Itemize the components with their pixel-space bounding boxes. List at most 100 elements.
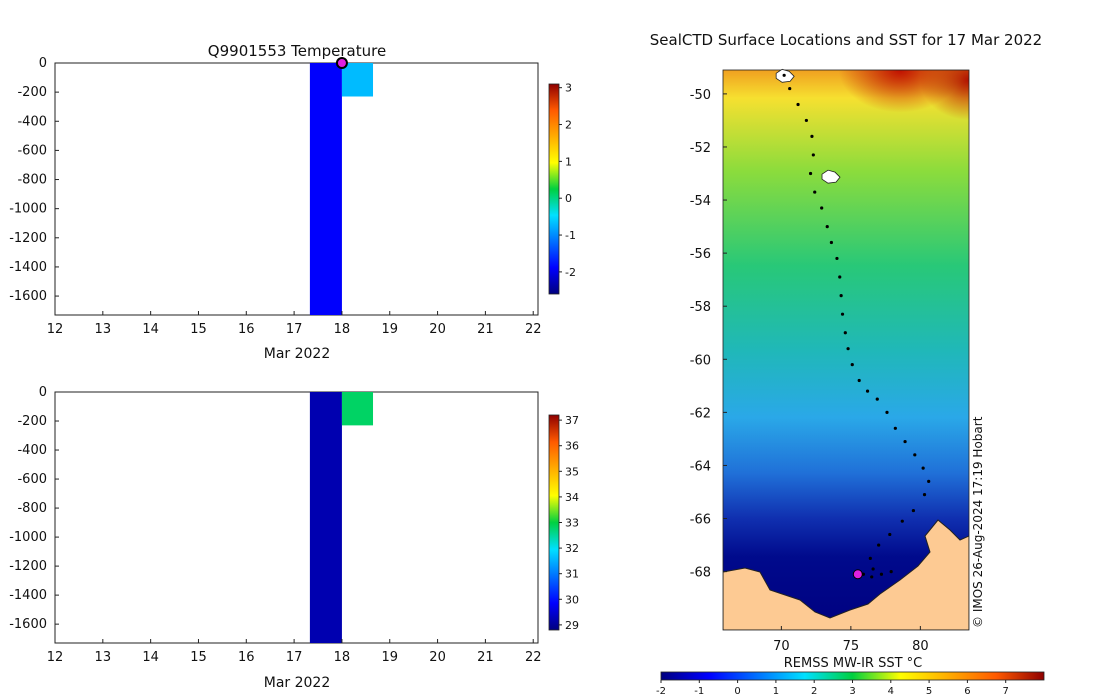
track-point: [820, 206, 824, 210]
track-point: [893, 426, 897, 430]
y-tick-label: -200: [17, 85, 47, 100]
profile-cell: [309, 63, 342, 315]
colorbar-tick-label: 2: [565, 119, 572, 132]
colorbar: [548, 414, 560, 631]
lat-tick-label: -64: [690, 459, 711, 474]
map-title: SealCTD Surface Locations and SST for 17…: [650, 31, 1042, 49]
x-tick-label: 12: [47, 650, 64, 665]
colorbar-tick-label: 1: [565, 155, 572, 168]
track-point: [903, 439, 907, 444]
island: [821, 169, 841, 184]
colorbar-tick-label: 31: [565, 568, 579, 581]
track-point: [810, 134, 814, 138]
colorbar-tick-label: 4: [888, 686, 894, 697]
y-tick-label: -600: [17, 472, 47, 487]
sst-map-panel: SealCTD Surface Locations and SST for 17…: [650, 31, 1045, 697]
lon-tick-label: 75: [843, 639, 860, 654]
marker-layer: [335, 57, 348, 69]
y-tick-label: -1400: [9, 588, 47, 603]
x-tick-label: 21: [477, 322, 494, 337]
x-tick-label: 17: [286, 650, 303, 665]
track-point: [879, 572, 884, 576]
temperature-panel: 0-200-400-600-800-1000-1200-1400-1600 12…: [9, 42, 576, 362]
track-point: [829, 240, 834, 245]
x-tick-label: 19: [381, 322, 398, 337]
colorbar-tick-label: 3: [565, 82, 572, 95]
track-point: [888, 532, 892, 537]
lat-tick-label: -50: [690, 88, 711, 103]
y-tick-label: 0: [39, 56, 47, 71]
track-point: [865, 389, 870, 393]
colorbar-tick-label: -2: [565, 266, 576, 279]
marker-layer: [852, 569, 863, 580]
y-tick-label: -800: [17, 501, 47, 516]
plot-area: [54, 391, 539, 644]
lat-tick-label: -62: [690, 406, 711, 421]
colorbar-tick-label: 30: [565, 593, 579, 606]
track-point: [839, 293, 843, 298]
track-point: [911, 508, 916, 513]
x-ticks: 12 13 14 15 16 17 18 19 20 21 22: [47, 311, 542, 337]
track-point: [857, 378, 861, 383]
x-tick-label: 18: [334, 650, 351, 665]
colorbar: [660, 671, 1045, 681]
track-point: [850, 362, 854, 367]
track-point: [838, 275, 842, 279]
track-point: [871, 567, 875, 571]
y-tick-label: -1600: [9, 289, 47, 304]
x-axis-label: Mar 2022: [264, 346, 331, 362]
lat-tick-label: -58: [690, 300, 711, 315]
colorbar-tick-label: 32: [565, 542, 579, 555]
y-tick-label: -600: [17, 143, 47, 158]
lon-tick-label: 70: [773, 639, 790, 654]
lat-ticks: -50 -52 -54 -56 -58 -60 -62 -64 -66 -68: [690, 88, 727, 581]
colorbar-tick-label: 36: [565, 440, 579, 453]
lat-tick-label: -66: [690, 513, 711, 528]
colorbar-tick-label: 34: [565, 491, 579, 504]
track-point: [877, 543, 881, 547]
track-point: [846, 347, 850, 351]
x-tick-label: 20: [429, 322, 446, 337]
track-point: [868, 556, 872, 560]
track-point: [922, 493, 927, 497]
colorbar-tick-label: 7: [1003, 686, 1009, 697]
y-tick-label: -1000: [9, 202, 47, 217]
x-tick-label: 14: [142, 650, 159, 665]
salinity-panel: 0 -200 -400 -600 -800 -1000 -1200 -1400 -1600 12…: [9, 385, 579, 691]
profile-cell: [341, 63, 374, 97]
lon-ticks: 70 75 80: [773, 626, 929, 654]
y-tick-label: -1200: [9, 231, 47, 246]
x-tick-label: 15: [190, 650, 207, 665]
colorbar-ticks: 3 2 1 0 -1 -2: [559, 82, 576, 279]
colorbar-tick-label: -2: [656, 686, 666, 697]
track-point: [835, 256, 839, 261]
plot-area: [54, 62, 539, 316]
colorbar-tick-label: 2: [811, 686, 817, 697]
cells-layer: [309, 392, 374, 643]
lat-tick-label: -52: [690, 141, 711, 156]
colorbar-tick-label: 37: [565, 414, 579, 427]
colorbar-ticks: -2 -1 0 1 2 3 4 5 6 7: [656, 680, 1009, 697]
lat-tick-label: -60: [690, 353, 711, 368]
x-tick-label: 12: [47, 322, 64, 337]
warm-anomaly-east: [723, 70, 969, 270]
colorbar-tick-label: 0: [565, 192, 572, 205]
x-tick-label: 19: [381, 650, 398, 665]
location-marker: [852, 569, 863, 580]
profile-cell: [309, 392, 342, 643]
x-tick-label: 16: [238, 650, 255, 665]
x-tick-label: 13: [95, 322, 112, 337]
x-tick-label: 22: [525, 322, 542, 337]
colorbar: [548, 83, 560, 295]
x-tick-label: 22: [525, 650, 542, 665]
colorbar-tick-label: 1: [773, 686, 779, 697]
track-point: [796, 102, 800, 107]
track-point: [788, 86, 792, 91]
x-tick-label: 21: [477, 650, 494, 665]
colorbar-tick-label: -1: [694, 686, 704, 697]
y-ticks: 0 -200 -400 -600 -800 -1000 -1200 -1400 -1600: [9, 385, 59, 632]
track-point: [813, 190, 817, 194]
colorbar-tick-label: 33: [565, 517, 579, 530]
sst-field: [723, 70, 969, 630]
